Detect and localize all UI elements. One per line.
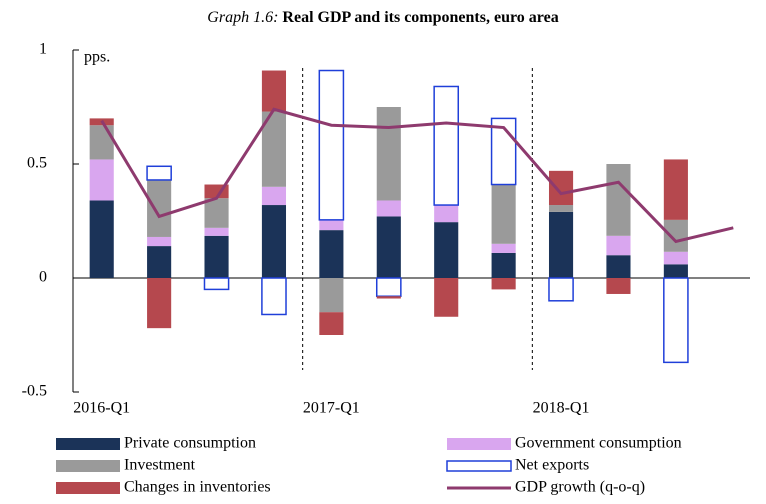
bar-segment (319, 278, 344, 313)
legend-label: Investment (124, 457, 196, 474)
bar-segment (261, 70, 287, 112)
bar-segment (376, 200, 401, 217)
legend-swatch (56, 460, 120, 472)
bar-segment (548, 277, 574, 302)
bar-segment (434, 205, 459, 223)
legend-swatch (56, 482, 120, 494)
bar-segment (147, 278, 172, 329)
legend-swatch (446, 460, 512, 472)
bar-segment (318, 69, 345, 221)
y-tick-label: 1 (39, 41, 47, 58)
bar-segment (491, 252, 516, 278)
bar-segment (606, 235, 631, 256)
bar-segment (433, 85, 460, 206)
bar-segment (434, 222, 459, 278)
legend-label: Government consumption (515, 435, 682, 452)
bar-segment (89, 159, 114, 201)
title-prefix: Graph 1.6: (207, 9, 278, 26)
y-tick-label: 0.5 (27, 155, 47, 172)
bar-segment (89, 125, 114, 160)
legend-label: Private consumption (124, 435, 256, 452)
bar-segment (548, 205, 574, 212)
bar-segment (375, 277, 402, 297)
x-tick-label: 2018-Q1 (533, 400, 590, 417)
legend-label: GDP growth (q-o-q) (515, 479, 645, 496)
legend-label: Net exports (515, 457, 589, 474)
bar-segment (376, 107, 401, 201)
x-tick-label: 2016-Q1 (73, 400, 130, 417)
bar-segment (147, 246, 172, 278)
bar-segment (376, 216, 401, 278)
bar-segment (261, 277, 287, 316)
bar-segment (663, 251, 688, 265)
bar-segment (147, 236, 172, 247)
bar-segment (204, 227, 229, 236)
bar-segment (204, 198, 229, 228)
bar-segment (146, 165, 172, 181)
bar-segment (203, 277, 230, 291)
bar-segment (89, 200, 114, 278)
bar-segment (319, 230, 344, 278)
bar-segment (548, 170, 574, 206)
y-tick-label: -0.5 (22, 383, 47, 400)
bar-segment (261, 205, 287, 278)
bar-segment (491, 184, 516, 244)
bar-segment (434, 278, 459, 317)
bar-segment (147, 179, 172, 237)
y-tick-label: 0 (39, 269, 47, 286)
bar-segment (548, 211, 574, 278)
x-tick-label: 2017-Q1 (303, 400, 360, 417)
legend-swatch (56, 438, 120, 450)
gdp-line (100, 107, 734, 244)
bar-segment (663, 219, 688, 252)
legend-label: Changes in inventories (124, 479, 271, 496)
bar-segment (606, 164, 631, 236)
bar-segment (606, 278, 631, 294)
bar-segment (663, 264, 688, 278)
bar-segment (319, 219, 344, 231)
legend-swatch (447, 438, 511, 450)
bar-segment (204, 235, 229, 278)
y-axis-label: pps. (84, 49, 110, 66)
bar-segment (319, 312, 344, 335)
bar-segment (376, 296, 401, 299)
bar-segment (261, 186, 287, 206)
bar-segment (491, 243, 516, 253)
bar-segment (663, 277, 689, 364)
title-main: Real GDP and its components, euro area (282, 9, 558, 26)
bar-segment (491, 278, 516, 290)
bar-segment (663, 159, 688, 220)
chart-title: Graph 1.6: Real GDP and its components, … (207, 9, 558, 26)
bar-segment (606, 255, 631, 278)
bar-segment (490, 117, 517, 186)
